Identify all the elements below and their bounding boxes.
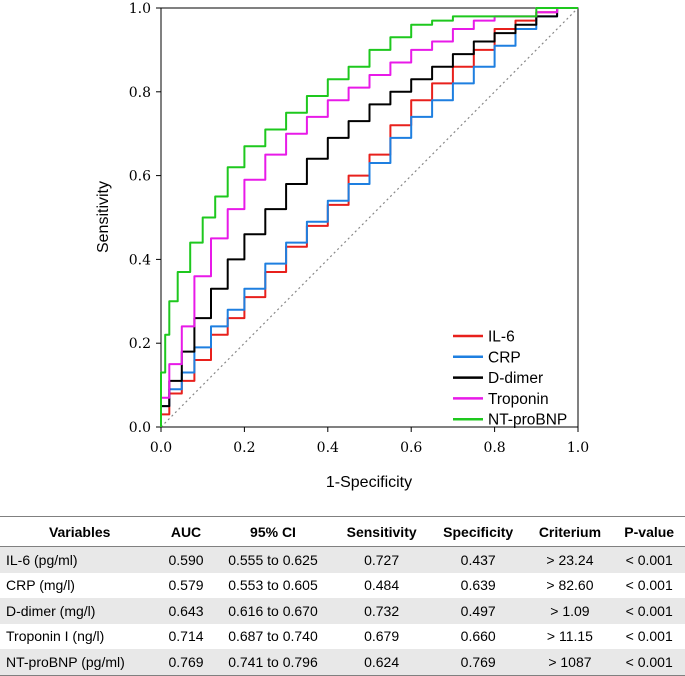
- x-tick-label: 0.0: [150, 440, 172, 456]
- roc-curves: [160, 7, 578, 427]
- x-tick-label: 0.4: [317, 440, 339, 456]
- cell-criterium: > 1087: [526, 649, 614, 676]
- roc-curve-d-dimer: [160, 7, 578, 427]
- cell-sensitivity: 0.484: [364, 577, 400, 594]
- cell-auc: 0.769: [159, 649, 213, 676]
- cell-variable: Troponin I (ng/l): [6, 628, 105, 645]
- cell-pvalue: < 0.001: [625, 628, 673, 645]
- col-header-specificity: Specificity: [429, 516, 527, 547]
- col-header-criterium: Criterium: [526, 516, 614, 547]
- cell-criterium: > 23.24: [526, 546, 614, 573]
- cell-variable: CRP (mg/l): [6, 577, 75, 594]
- cell-variable: D-dimer (mg/l): [0, 598, 160, 624]
- roc-chart: 0.0 0.2 0.4 0.6 0.8 1.0 0.0 0.2 0.4 0.6 0.8 1.0 1-…: [95, 1, 589, 491]
- roc-curve-crp: [160, 7, 578, 427]
- cell-specificity: 0.660: [460, 628, 496, 645]
- cell-ci: 0.555 to 0.625: [212, 546, 334, 573]
- x-tick-label: 0.2: [233, 440, 255, 456]
- legend-label: CRP: [488, 349, 521, 366]
- y-tick-label: 1.0: [129, 1, 151, 17]
- cell-sensitivity: 0.679: [364, 628, 400, 645]
- y-tick-label: 0.4: [129, 252, 151, 268]
- legend: IL-6 CRP D-dimer Troponin NT-proBNP: [453, 329, 567, 429]
- cell-specificity: 0.769: [429, 649, 527, 676]
- table-row: D-dimer (mg/l) 0.643 0.616 to 0.670 0.73…: [0, 598, 685, 624]
- y-tick-label: 0.0: [129, 420, 151, 436]
- y-tick-label: 0.8: [129, 85, 151, 101]
- reference-diagonal: [160, 7, 579, 428]
- roc-curve-nt-probnp: [160, 7, 578, 427]
- cell-criterium: > 82.60: [546, 577, 594, 594]
- y-axis-title: Sensitivity: [95, 181, 112, 253]
- legend-label: D-dimer: [488, 370, 543, 387]
- cell-criterium: > 1.09: [526, 598, 614, 624]
- roc-curve-troponin: [160, 7, 578, 427]
- cell-auc: 0.590: [159, 546, 213, 573]
- table-row: IL-6 (pg/ml) 0.590 0.555 to 0.625 0.727 …: [0, 546, 685, 573]
- col-header-pvalue: P-value: [613, 516, 685, 547]
- cell-criterium: > 11.15: [546, 628, 593, 645]
- cell-variable: IL-6 (pg/ml): [0, 546, 160, 573]
- auc-table: Variables AUC 95% CI Sensitivity Specifi…: [0, 516, 685, 676]
- col-header-sensitivity: Sensitivity: [333, 516, 430, 547]
- y-tick-label: 0.6: [129, 169, 151, 185]
- cell-ci: 0.553 to 0.605: [228, 577, 318, 594]
- legend-label: Troponin: [488, 391, 549, 408]
- cell-variable: NT-proBNP (pg/ml): [0, 649, 160, 676]
- cell-sensitivity: 0.624: [333, 649, 430, 676]
- col-header-variables: Variables: [0, 516, 160, 547]
- col-header-auc: AUC: [159, 516, 213, 547]
- cell-specificity: 0.437: [429, 546, 527, 573]
- y-tick-label: 0.2: [129, 336, 151, 352]
- cell-sensitivity: 0.727: [333, 546, 430, 573]
- cell-specificity: 0.497: [429, 598, 527, 624]
- x-axis-title: 1-Specificity: [326, 474, 412, 491]
- cell-pvalue: < 0.001: [613, 649, 685, 676]
- x-tick-label: 0.8: [483, 440, 505, 456]
- cell-pvalue: < 0.001: [613, 546, 685, 573]
- cell-ci: 0.616 to 0.670: [212, 598, 334, 624]
- table-row: Troponin I (ng/l) 0.714 0.687 to 0.740 0…: [0, 624, 685, 650]
- x-tick-label: 0.6: [400, 440, 422, 456]
- cell-ci: 0.741 to 0.796: [212, 649, 334, 676]
- plot-frame: [160, 7, 579, 428]
- x-tick-label: 1.0: [567, 440, 589, 456]
- cell-auc: 0.643: [159, 598, 213, 624]
- table-header-row: Variables AUC 95% CI Sensitivity Specifi…: [0, 516, 685, 547]
- y-axis: 0.0 0.2 0.4 0.6 0.8 1.0: [129, 1, 161, 436]
- cell-ci: 0.687 to 0.740: [228, 628, 318, 645]
- legend-label: IL-6: [488, 329, 515, 346]
- legend-label: NT-proBNP: [488, 412, 567, 429]
- cell-auc: 0.714: [168, 628, 204, 645]
- col-header-ci: 95% CI: [212, 516, 334, 547]
- cell-pvalue: < 0.001: [613, 598, 685, 624]
- cell-auc: 0.579: [168, 577, 204, 594]
- cell-sensitivity: 0.732: [333, 598, 430, 624]
- x-axis: 0.0 0.2 0.4 0.6 0.8 1.0: [150, 427, 589, 456]
- cell-pvalue: < 0.001: [625, 577, 673, 594]
- cell-specificity: 0.639: [460, 577, 496, 594]
- table-row: CRP (mg/l) 0.579 0.553 to 0.605 0.484 0.…: [0, 573, 685, 599]
- table-row: NT-proBNP (pg/ml) 0.769 0.741 to 0.796 0…: [0, 649, 685, 676]
